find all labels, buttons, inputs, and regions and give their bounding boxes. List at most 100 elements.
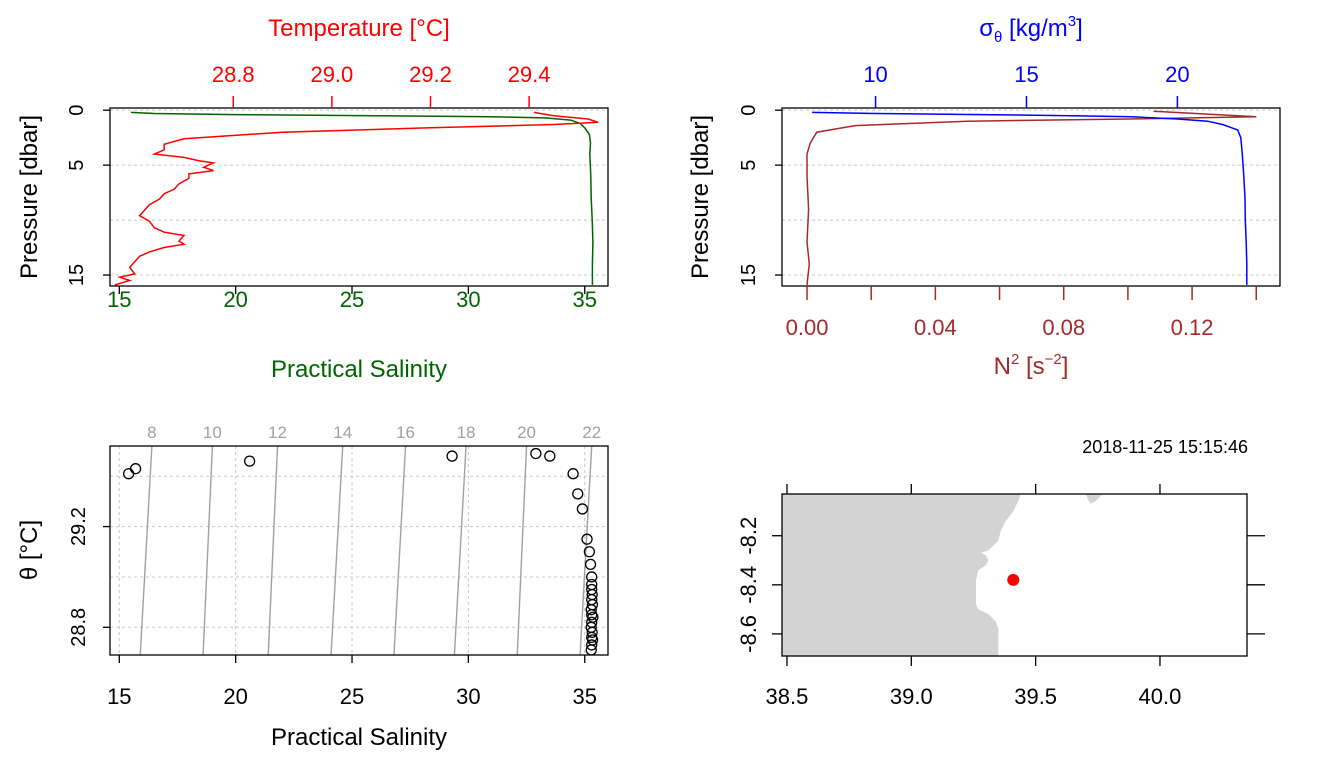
isopycnal-line [516,445,528,656]
isopycnal-line [330,445,344,656]
ts-point [586,626,598,638]
ts-salinity-axis-title: Practical Salinity [271,724,447,751]
p2-pressure-axis-title: Pressure [dbar] [687,115,714,279]
n2-profile-line [806,110,1257,285]
station-map-panel: 2018-11-25 15:15:46 38.5 39.0 39.5 40.0 -8.2… [736,437,1265,709]
ts-point [576,503,589,515]
ts-point [544,450,556,462]
isopycnal-label: 10 [203,423,222,442]
salinity-tick-label: 25 [340,287,364,312]
isopycnal-lines: 8 10 12 14 16 18 20 22 [139,423,601,656]
temperature-tick-label: 29.2 [409,62,452,87]
ts-point [586,639,598,651]
p2-axes: 10 15 20 0.00 0.04 0.08 0.12 0 5 15 [738,62,1258,340]
p2-pressure-tick-label: 0 [738,105,760,116]
map-lon-tick-label: 39.5 [1014,684,1057,709]
map-lon-tick-label: 38.5 [766,684,809,709]
temperature-salinity-profile-panel: 15 20 25 30 35 28.8 29.0 29.2 29.4 0 5 15 Temperatu… [16,15,609,383]
p2-grid [782,109,1280,276]
p1-pressure-tick-label: 0 [66,105,88,116]
n2-tick-label: 0.00 [786,315,829,340]
density-n2-profile-panel: 10 15 20 0.00 0.04 0.08 0.12 0 5 15 σθ [kg/m3] N2… [687,13,1281,380]
ts-salinity-tick-label: 35 [572,684,596,709]
ts-point [584,558,597,570]
ts-point [585,604,597,616]
map-lon-tick-label: 40.0 [1139,684,1182,709]
sigma-theta-axis-title: σθ [kg/m3] [979,13,1083,46]
p1-pressure-axis-title: Pressure [dbar] [16,115,43,279]
temperature-tick-label: 29.0 [310,62,353,87]
ts-diagram-panel: 8 10 12 14 16 18 20 22 15 20 25 30 35 28.8 29.2 Pract… [16,423,609,751]
n2-tick-label: 0.12 [1171,315,1214,340]
salinity-tick-label: 35 [572,287,596,312]
n2-tick-label: 0.04 [914,315,957,340]
p3-axes: 15 20 25 30 35 28.8 29.2 [68,507,597,709]
p3-grid [110,446,608,655]
p1-plot-frame [109,107,609,287]
temperature-tick-label: 28.8 [212,62,255,87]
isopycnal-line [202,445,214,656]
map-lat-tick-label: -8.4 [736,566,761,604]
ts-salinity-tick-label: 25 [340,684,364,709]
temperature-profile-line [114,111,599,286]
p1-pressure-tick-label: 5 [66,160,88,171]
ts-salinity-tick-label: 30 [456,684,480,709]
ts-point [581,533,593,545]
p2-plot-frame [781,107,1281,287]
temperature-tick-label: 29.4 [508,62,551,87]
ts-point [567,468,579,480]
land-polygon [782,494,1021,656]
salinity-profile-line [130,111,594,285]
map-frame [781,493,1248,657]
map-lat-tick-label: -8.2 [736,517,761,555]
p1-pressure-tick-label: 15 [66,264,88,286]
sigma-theta-tick-label: 20 [1165,62,1189,87]
isopycnal-label: 12 [268,423,287,442]
p1-grid [110,109,608,276]
salinity-tick-label: 20 [223,287,247,312]
map-lon-tick-label: 39.0 [890,684,933,709]
ts-point [572,488,584,500]
isopycnal-label: 20 [517,423,536,442]
ts-salinity-tick-label: 15 [107,684,131,709]
island-polygon [1085,494,1103,504]
sigma-theta-tick-label: 15 [1014,62,1038,87]
ts-point [122,468,135,480]
map-lat-tick-label: -8.6 [736,615,761,653]
isopycnal-label: 14 [333,423,352,442]
station-timestamp: 2018-11-25 15:15:46 [1082,437,1248,457]
isopycnal-label: 8 [147,423,156,442]
p3-plot-frame [109,445,609,656]
isopycnal-line [453,445,467,656]
n2-tick-label: 0.08 [1042,315,1085,340]
ts-point [129,463,142,475]
ts-points [122,447,599,656]
theta-tick-label: 29.2 [68,507,90,546]
theta-tick-label: 28.8 [68,608,90,647]
isopycnal-label: 16 [396,423,415,442]
p1-axes: 15 20 25 30 35 28.8 29.0 29.2 29.4 0 5 15 [66,62,597,312]
map-axes: 38.5 39.0 39.5 40.0 -8.2 -8.4 -8.6 [736,484,1265,709]
ts-point [530,447,542,460]
isopycnal-line [267,445,279,656]
ts-point [446,450,458,462]
station-marker [1007,573,1020,586]
ts-salinity-tick-label: 20 [223,684,247,709]
isopycnal-label: 22 [582,423,601,442]
salinity-axis-title: Practical Salinity [271,356,447,383]
p2-pressure-tick-label: 15 [738,264,760,286]
salinity-tick-label: 30 [456,287,480,312]
isopycnal-line [393,445,407,656]
temperature-axis-title: Temperature [°C] [268,15,450,42]
isopycnal-line [139,445,153,656]
sigma-theta-profile-line [812,111,1248,285]
ts-point [583,546,596,558]
isopycnal-label: 18 [457,423,476,442]
ts-point [243,455,256,467]
sigma-theta-tick-label: 10 [863,62,887,87]
salinity-tick-label: 15 [107,287,131,312]
ts-point [586,571,598,583]
isopycnal-line [579,445,593,656]
n2-axis-title: N2 [s−2] [994,351,1069,380]
